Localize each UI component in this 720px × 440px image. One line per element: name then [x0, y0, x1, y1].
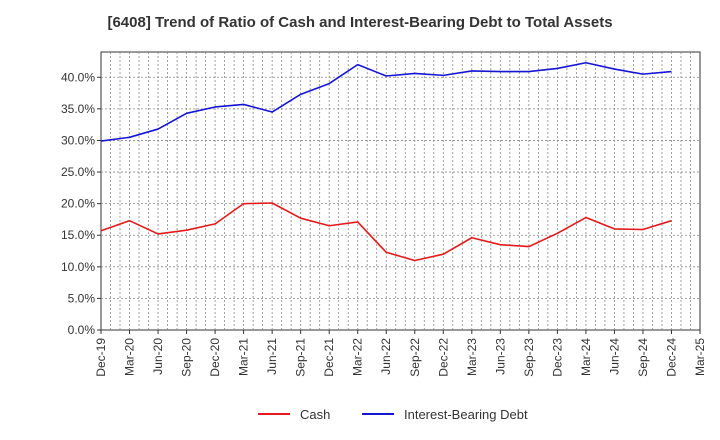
x-tick-label: Jun-24: [607, 338, 621, 375]
x-tick-label: Jun-21: [265, 338, 279, 375]
x-tick-label: Jun-22: [379, 338, 393, 375]
x-tick-label: Dec-22: [436, 338, 450, 377]
x-tick-label: Dec-20: [208, 338, 222, 377]
x-tick-label: Sep-20: [180, 338, 194, 377]
x-tick-label: Dec-24: [664, 338, 678, 377]
series-layer: [100, 61, 672, 262]
x-tick-label: Dec-21: [322, 338, 336, 377]
x-tick-label: Jun-23: [493, 338, 507, 375]
y-tick-label: 0.0%: [68, 323, 96, 337]
x-tick-label: Sep-21: [294, 338, 308, 377]
x-tick-label: Dec-19: [94, 338, 108, 377]
series-line-interest-bearing-debt: [100, 61, 672, 142]
legend-label: Cash: [300, 407, 330, 422]
y-tick-label: 40.0%: [61, 70, 95, 84]
y-tick-label: 10.0%: [61, 260, 95, 274]
legend-label: Interest-Bearing Debt: [404, 407, 528, 422]
x-tick-label: Mar-23: [465, 338, 479, 376]
x-tick-label: Sep-23: [522, 338, 536, 377]
y-tick-label: 15.0%: [61, 228, 95, 242]
y-tick-label: 20.0%: [61, 197, 95, 211]
plot-frame: [100, 51, 701, 331]
chart-title: [6408] Trend of Ratio of Cash and Intere…: [107, 14, 613, 31]
x-tick-label: Mar-24: [579, 338, 593, 376]
x-tick-label: Mar-21: [237, 338, 251, 376]
y-tick-label: 35.0%: [61, 102, 95, 116]
x-tick-label: Jun-20: [151, 338, 165, 375]
legend: Cash Interest-Bearing Debt: [258, 407, 528, 422]
x-tick-label: Dec-23: [550, 338, 564, 377]
grid-layer: [100, 51, 701, 331]
series-line-cash: [100, 202, 672, 262]
x-tick-label: Mar-20: [123, 338, 137, 376]
x-tick-label: Mar-25: [693, 338, 707, 376]
y-tick-label: 25.0%: [61, 165, 95, 179]
axis-layer: 0.0% 5.0% 10.0% 15.0% 20.0% 25.0% 30.0% 35.0% 40…: [61, 70, 707, 376]
x-tick-label: Sep-22: [408, 338, 422, 377]
y-tick-label: 5.0%: [68, 291, 96, 305]
y-tick-label: 30.0%: [61, 133, 95, 147]
x-tick-label: Mar-22: [351, 338, 365, 376]
x-tick-label: Sep-24: [636, 338, 650, 377]
